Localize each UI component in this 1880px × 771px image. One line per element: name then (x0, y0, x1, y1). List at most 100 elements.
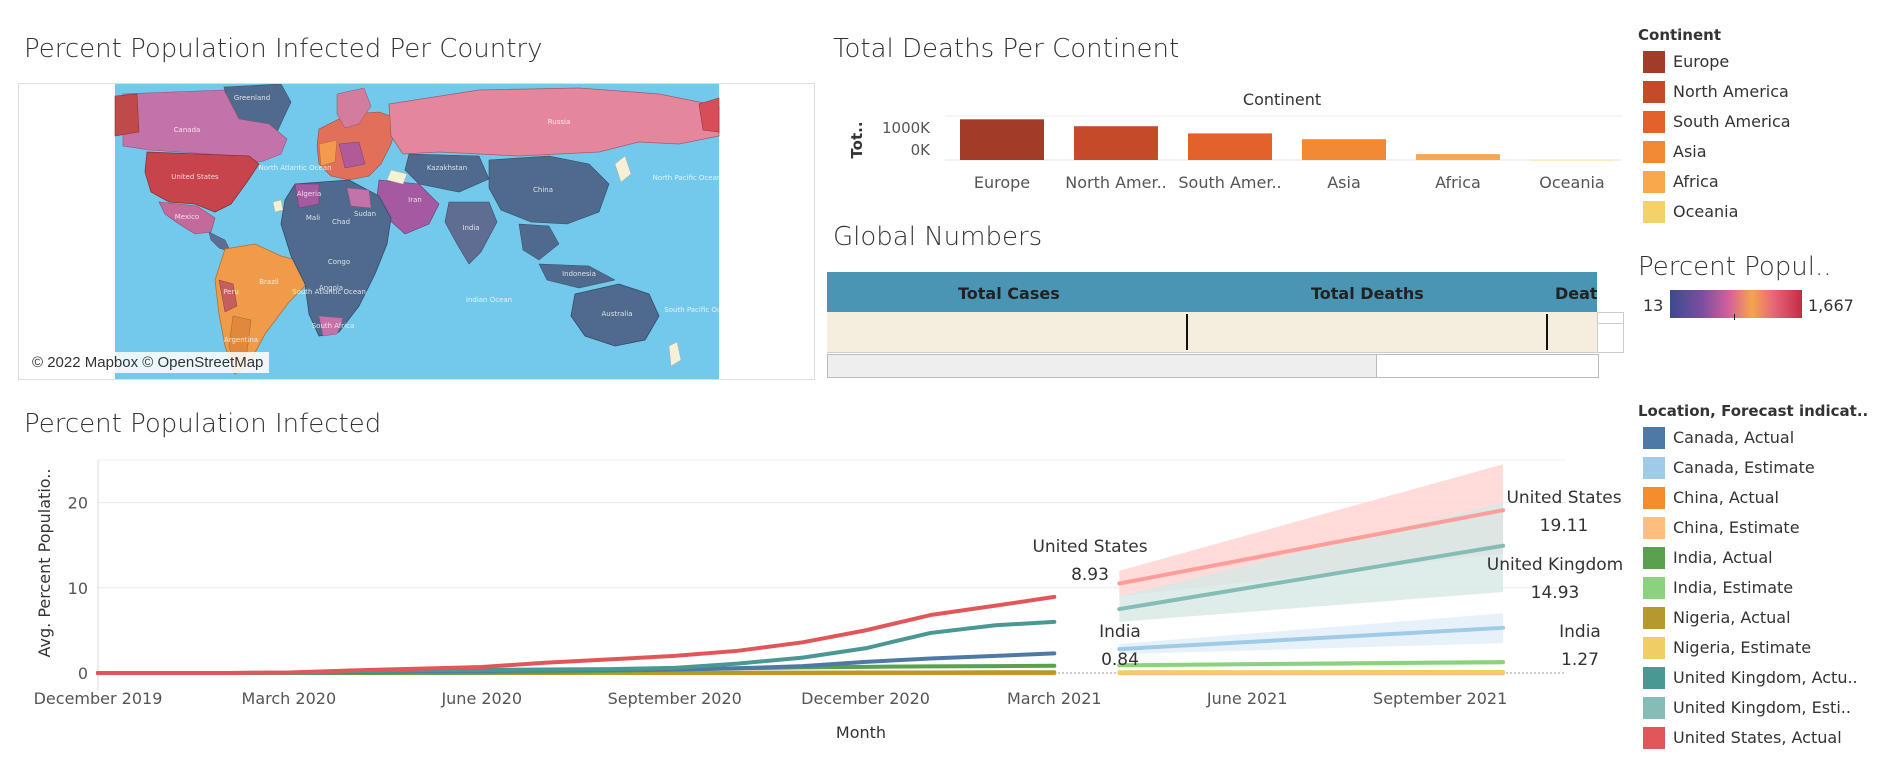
country-india (444, 201, 498, 265)
percent-legend-min: 13 (1643, 296, 1664, 315)
legend-swatch[interactable] (1643, 487, 1665, 509)
line-x-tick: March 2020 (242, 689, 337, 708)
legend-label[interactable]: India, Estimate (1673, 578, 1794, 597)
map-label: Iran (408, 196, 422, 204)
series-line-india-actual[interactable] (96, 663, 1057, 675)
map-label: Mali (306, 214, 320, 222)
country-australia (570, 283, 660, 347)
legend-swatch[interactable] (1643, 697, 1665, 719)
series-line-united-kingdom-actual[interactable] (96, 619, 1057, 675)
global-numbers-row[interactable] (827, 312, 1597, 353)
continent-x-tick: Africa (1435, 173, 1481, 192)
bar-europe[interactable] (960, 119, 1044, 160)
world-map-panel[interactable]: Greenland Canada United States Mexico Br… (18, 83, 815, 380)
legend-swatch[interactable] (1643, 427, 1665, 449)
map-label: Peru (223, 288, 239, 296)
map-label: Angola (319, 284, 343, 292)
legend-swatch[interactable] (1643, 201, 1665, 223)
legend-label[interactable]: Canada, Actual (1673, 428, 1795, 447)
map-title: Percent Population Infected Per Country (24, 34, 543, 64)
annotation-label: India (1099, 622, 1141, 642)
legend-swatch[interactable] (1643, 517, 1665, 539)
map-label: China (533, 186, 553, 194)
bar-africa[interactable] (1416, 154, 1500, 160)
legend-label[interactable]: Africa (1673, 172, 1719, 191)
header-total-cases[interactable]: Total Cases (958, 284, 1060, 303)
legend-label[interactable]: Oceania (1673, 202, 1739, 221)
country-russia (388, 87, 720, 157)
map-label: Brazil (259, 278, 279, 286)
series-line-canada-actual[interactable] (96, 651, 1057, 675)
legend-label[interactable]: India, Actual (1673, 548, 1773, 567)
continent-legend-title: Continent (1638, 26, 1722, 44)
country-canada (122, 89, 288, 163)
map-label: Russia (548, 118, 571, 126)
annotation-value: 19.11 (1540, 516, 1589, 536)
legend-label[interactable]: Canada, Estimate (1673, 458, 1815, 477)
series-line-united-states-actual[interactable] (96, 594, 1057, 675)
legend-swatch[interactable] (1643, 111, 1665, 133)
legend-label[interactable]: Asia (1673, 142, 1707, 161)
continent-x-tick: Asia (1327, 173, 1361, 192)
legend-label[interactable]: China, Actual (1673, 488, 1779, 507)
header-death[interactable]: Death (1555, 284, 1597, 303)
cell-divider (1186, 314, 1188, 350)
forecast-line-canada-estimate[interactable] (1117, 625, 1506, 652)
legend-swatch[interactable] (1643, 637, 1665, 659)
legend-swatch[interactable] (1643, 547, 1665, 569)
legend-swatch[interactable] (1643, 577, 1665, 599)
legend-label[interactable]: Nigeria, Actual (1673, 608, 1791, 627)
legend-label[interactable]: North America (1673, 82, 1789, 101)
bar-south-america[interactable] (1188, 133, 1272, 160)
bar-oceania[interactable] (1530, 159, 1614, 161)
legend-swatch[interactable] (1643, 171, 1665, 193)
legend-swatch[interactable] (1643, 141, 1665, 163)
global-numbers-header: Total Cases Total Deaths Death (827, 272, 1597, 312)
line-x-tick: March 2021 (1007, 689, 1102, 708)
continent-x-tick: South Amer.. (1178, 173, 1281, 192)
horizontal-scrollbar-thumb[interactable] (828, 355, 1377, 377)
legend-label[interactable]: United Kingdom, Esti.. (1673, 698, 1851, 717)
forecast-line-india-estimate[interactable] (1117, 660, 1506, 668)
legend-label[interactable]: United States, Actual (1673, 728, 1842, 747)
legend-label[interactable]: South America (1673, 112, 1791, 131)
legend-swatch[interactable] (1643, 457, 1665, 479)
legend-swatch[interactable] (1643, 51, 1665, 73)
bar-north-america[interactable] (1074, 126, 1158, 160)
legend-swatch[interactable] (1643, 727, 1665, 749)
forecast-band (1119, 671, 1504, 673)
header-total-deaths[interactable]: Total Deaths (1311, 284, 1424, 303)
line-chart-title: Percent Population Infected (24, 409, 382, 439)
legend-swatch[interactable] (1643, 81, 1665, 103)
legend-label[interactable]: United Kingdom, Actu.. (1673, 668, 1858, 687)
country-china (488, 155, 610, 225)
forecast-line-united-kingdom-estimate[interactable] (1117, 543, 1506, 612)
continent-header: Continent (1243, 90, 1321, 109)
legend-label[interactable]: Europe (1673, 52, 1730, 71)
legend-swatch[interactable] (1643, 667, 1665, 689)
map-credit[interactable]: © 2022 Mapbox © OpenStreetMap (26, 352, 270, 373)
series-line-nigeria-actual[interactable] (96, 670, 1057, 675)
annotation-label: United States (1032, 537, 1147, 557)
bar-asia[interactable] (1302, 139, 1386, 160)
continent-africa (280, 179, 392, 337)
annotation-value: 0.84 (1101, 650, 1139, 670)
forecast-band (1119, 613, 1504, 655)
line-y-tick: 0 (78, 664, 88, 683)
horizontal-scrollbar[interactable] (827, 354, 1599, 378)
global-numbers-title: Global Numbers (833, 222, 1043, 252)
map-label: Algeria (297, 190, 322, 198)
forecast-band (1119, 464, 1504, 597)
vertical-scrollbar[interactable] (1597, 323, 1624, 353)
percent-color-ramp[interactable] (1670, 290, 1802, 318)
continent-x-tick: Europe (974, 173, 1030, 192)
map-label: South Atlantic Ocean (292, 288, 366, 296)
legend-label[interactable]: China, Estimate (1673, 518, 1800, 537)
forecast-line-united-states-estimate[interactable] (1117, 508, 1506, 586)
legend-swatch[interactable] (1643, 607, 1665, 629)
annotation-label: United States (1506, 488, 1621, 508)
world-map[interactable]: Greenland Canada United States Mexico Br… (19, 84, 814, 379)
map-label: Greenland (234, 94, 270, 102)
legend-label[interactable]: Nigeria, Estimate (1673, 638, 1812, 657)
line-x-tick: June 2021 (1206, 689, 1288, 708)
